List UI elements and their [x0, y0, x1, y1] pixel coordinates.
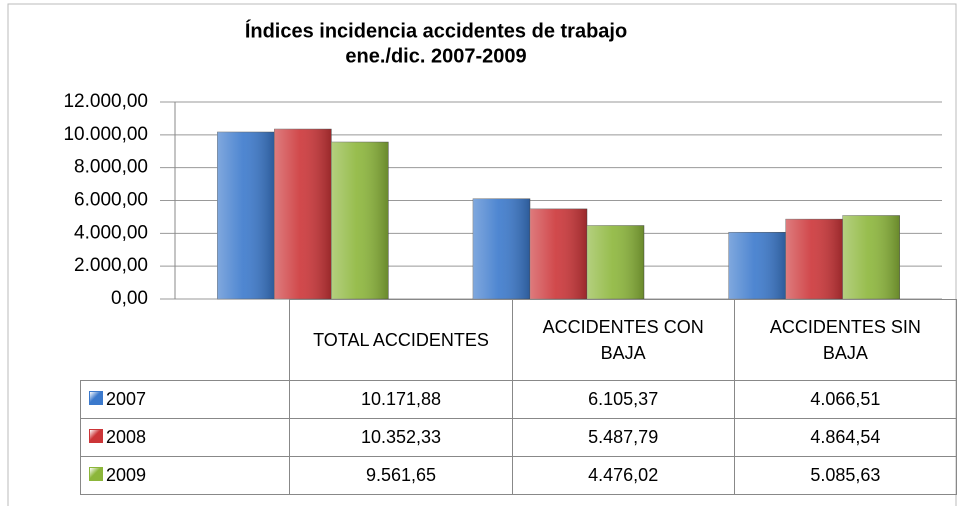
table-corner — [81, 300, 290, 381]
table-row: 2007 10.171,88 6.105,37 4.066,51 — [79, 380, 957, 419]
legend-key — [89, 429, 103, 443]
table-value: 6.105,37 — [511, 380, 735, 419]
legend-label: 2008 — [106, 427, 147, 447]
legend-entry: 2008 — [79, 418, 291, 457]
table-header-row: TOTAL ACCIDENTES ACCIDENTES CON BAJA ACCID… — [81, 299, 957, 381]
table-value: 4.864,54 — [733, 418, 957, 457]
bar-shade — [842, 215, 900, 299]
bar-shade — [785, 219, 843, 299]
bar-shade — [587, 225, 644, 299]
table-header-cell: ACCIDENTES CON BAJA — [511, 299, 735, 381]
legend-label: 2007 — [106, 389, 147, 409]
legend-key — [89, 467, 103, 481]
y-tick-label: 4.000,00 — [74, 222, 148, 243]
legend-entry: 2007 — [79, 380, 291, 419]
y-tick-label: 10.000,00 — [63, 124, 148, 145]
chart-subtitle: ene./dic. 2007-2009 — [345, 45, 526, 67]
bar-shade — [530, 208, 587, 299]
y-tick-label: 12.000,00 — [63, 91, 148, 112]
table-value: 5.085,63 — [733, 456, 957, 495]
y-tick-label: 0,00 — [111, 288, 148, 309]
table-value: 5.487,79 — [511, 418, 735, 457]
table-value: 10.171,88 — [289, 380, 513, 419]
table-header-cell: ACCIDENTES SIN BAJA — [733, 299, 957, 381]
table-value: 9.561,65 — [289, 456, 513, 495]
y-tick-label: 6.000,00 — [74, 190, 148, 211]
x-tick-label: ACCIDENTES SIN BAJA — [769, 317, 921, 363]
table-row: 2009 9.561,65 4.476,02 5.085,63 — [79, 456, 957, 495]
bar-shade — [728, 232, 786, 299]
bar-shade — [473, 198, 530, 299]
chart-title: Índices incidencia accidentes de trabajo — [245, 19, 627, 42]
legend-entry: 2009 — [79, 456, 291, 495]
bar-shade — [274, 129, 332, 299]
bar-shade — [331, 142, 389, 299]
table-value: 4.066,51 — [733, 380, 957, 419]
y-tick-label: 8.000,00 — [74, 157, 148, 178]
chart-border — [7, 3, 957, 506]
legend-label: 2009 — [106, 465, 147, 485]
table-value: 4.476,02 — [511, 456, 735, 495]
table-row: 2008 10.352,33 5.487,79 4.864,54 — [79, 418, 957, 457]
table-value: 10.352,33 — [289, 418, 513, 457]
bar-shade — [217, 132, 275, 299]
x-tick-label: TOTAL ACCIDENTES — [313, 330, 489, 350]
table-header-cell: TOTAL ACCIDENTES — [289, 299, 513, 381]
legend-key — [89, 391, 103, 405]
data-table: TOTAL ACCIDENTES ACCIDENTES CON BAJA ACCID… — [79, 299, 957, 495]
y-tick-label: 2.000,00 — [74, 255, 148, 276]
x-tick-label: ACCIDENTES CON BAJA — [542, 317, 704, 363]
